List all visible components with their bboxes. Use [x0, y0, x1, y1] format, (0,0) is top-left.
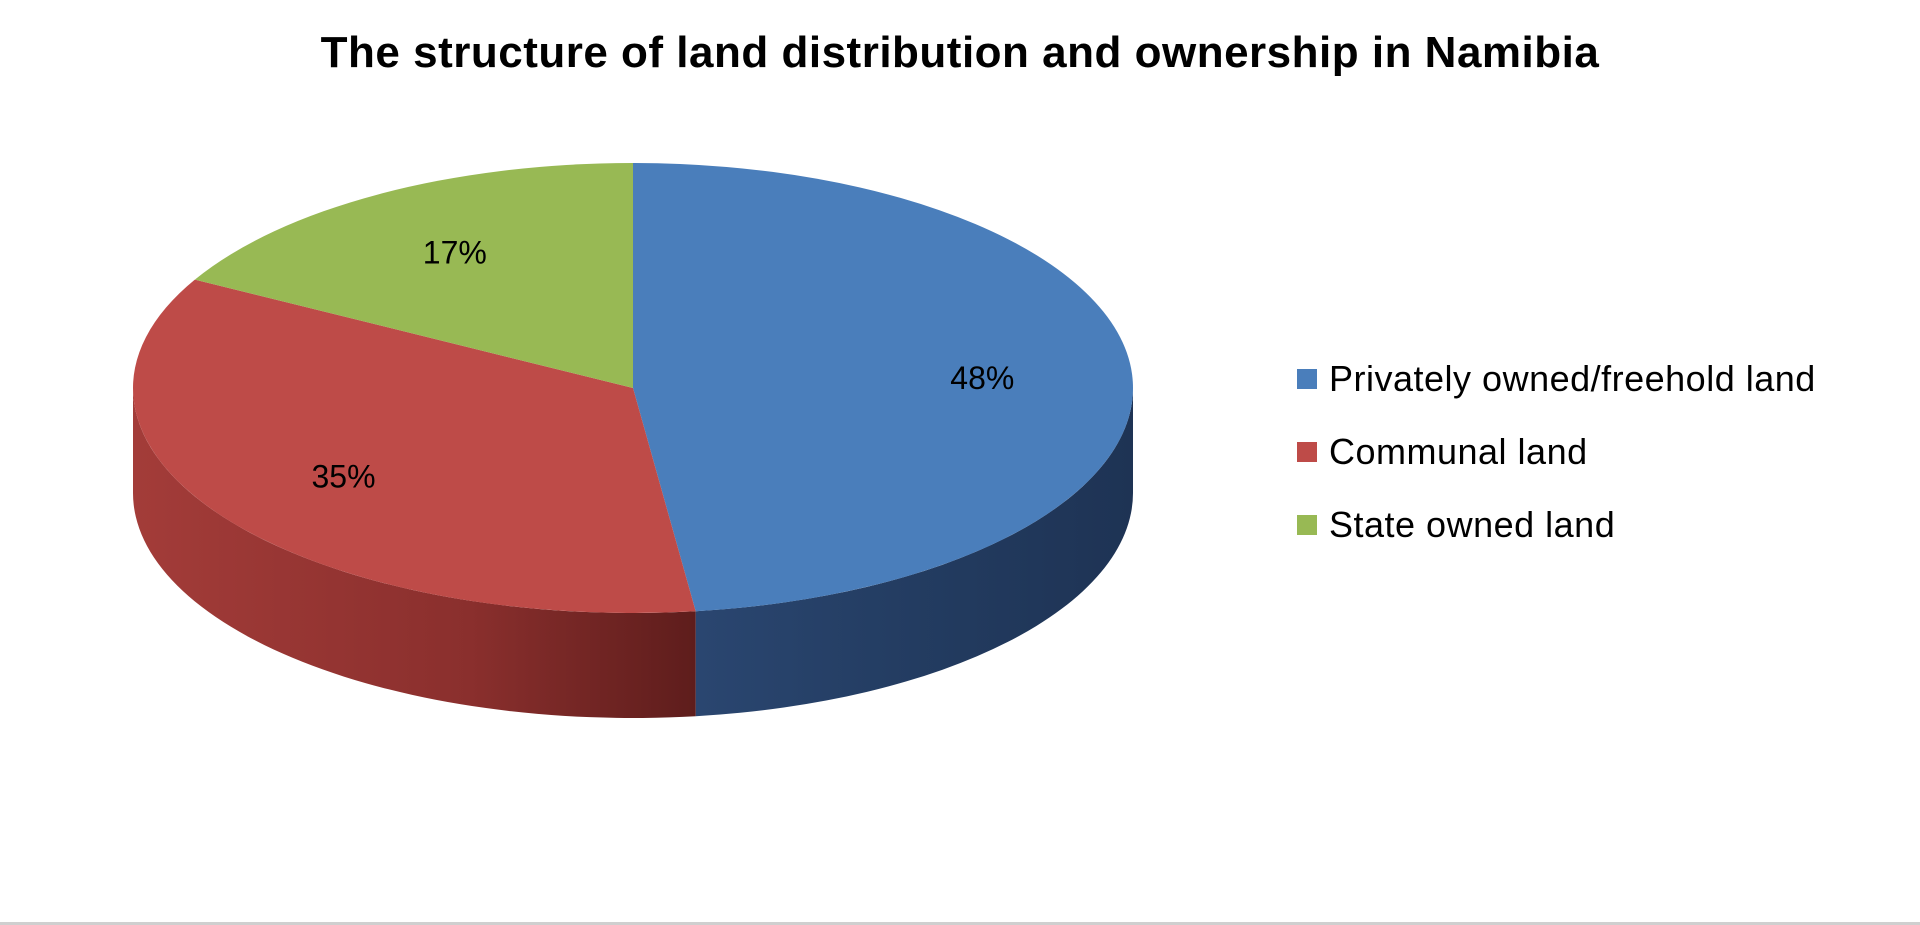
pie-slice-communal [133, 279, 696, 613]
legend-item-privately-owned: Privately owned/freehold land [1297, 358, 1816, 399]
legend-item-state-owned: State owned land [1297, 504, 1816, 545]
pie-side-privately-owned [695, 388, 1133, 717]
data-label-communal: 35% [311, 459, 375, 495]
legend-label: State owned land [1329, 504, 1616, 545]
pie-slice-privately-owned [633, 163, 1134, 612]
legend-label: Privately owned/freehold land [1329, 358, 1816, 399]
legend-item-communal: Communal land [1297, 431, 1816, 472]
pie-slice-state-owned [194, 163, 633, 388]
data-label-state-owned: 17% [423, 234, 487, 270]
legend-label: Communal land [1329, 431, 1588, 472]
chart-title: The structure of land distribution and o… [320, 28, 1600, 77]
legend-swatch-state-owned [1297, 515, 1317, 535]
data-label-privately-owned: 48% [950, 360, 1014, 396]
legend-swatch-communal [1297, 442, 1317, 462]
legend: Privately owned/freehold land Communal l… [1297, 358, 1816, 579]
pie-side-communal [133, 388, 696, 718]
legend-swatch-privately-owned [1297, 369, 1317, 389]
